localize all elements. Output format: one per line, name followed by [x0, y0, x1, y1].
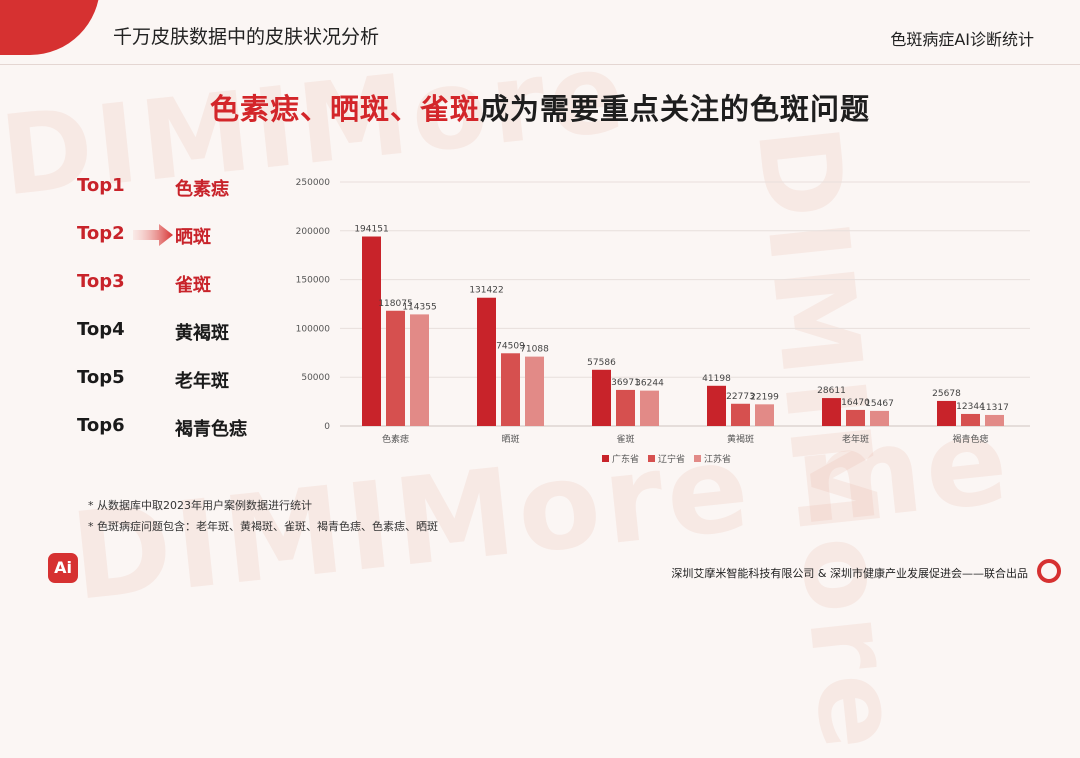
- note-2: * 色斑病症问题包含：老年斑、黄褐斑、雀斑、褐青色痣、色素痣、晒斑: [88, 520, 438, 533]
- x-tick-label: 雀斑: [616, 433, 634, 445]
- x-tick-label: 晒斑: [501, 433, 519, 445]
- rank-label-2: Top2: [77, 223, 125, 244]
- rank-label-1: Top1: [77, 175, 125, 196]
- bar: [937, 400, 956, 426]
- data-label: 57586: [587, 358, 616, 368]
- y-tick-label: 250000: [296, 178, 331, 188]
- bar: [707, 385, 726, 426]
- data-label: 25678: [932, 389, 961, 399]
- y-tick-label: 150000: [296, 276, 331, 286]
- legend-label: 江苏省: [704, 453, 731, 465]
- headline-highlight: 色素痣、晒斑、雀斑: [209, 92, 480, 126]
- bar: [985, 414, 1004, 426]
- rank-name-6: 褐青色痣: [175, 419, 247, 440]
- rank-label-5: Top5: [77, 367, 125, 388]
- legend-label: 广东省: [612, 453, 639, 465]
- data-label: 36971: [611, 378, 640, 388]
- bar: [386, 310, 405, 426]
- data-label: 28611: [817, 386, 846, 396]
- rank-label-3: Top3: [77, 271, 125, 292]
- x-tick-label: 老年斑: [842, 433, 869, 445]
- bar: [846, 409, 865, 426]
- data-label: 71088: [520, 345, 549, 355]
- arrow-right-icon: [133, 224, 173, 246]
- headline-rest: 成为需要重点关注的色斑问题: [480, 92, 871, 126]
- rank-name-4: 黄褐斑: [175, 323, 229, 344]
- bar: [822, 398, 841, 426]
- bar: [477, 297, 496, 426]
- bar: [362, 236, 381, 426]
- data-label: 16470: [841, 398, 870, 408]
- data-label: 74509: [496, 341, 525, 351]
- bar: [640, 390, 659, 426]
- data-label: 22773: [726, 392, 755, 402]
- corner-decoration: [0, 0, 100, 55]
- data-label: 22199: [750, 392, 779, 402]
- header-divider: [0, 64, 1080, 65]
- bar: [961, 413, 980, 426]
- data-label: 36244: [635, 379, 664, 389]
- y-tick-label: 200000: [296, 227, 331, 237]
- y-tick-label: 50000: [301, 373, 330, 383]
- bar: [731, 403, 750, 426]
- note-1: * 从数据库中取2023年用户案例数据进行统计: [88, 499, 312, 512]
- x-tick-label: 褐青色痣: [952, 433, 988, 445]
- data-label: 15467: [865, 399, 894, 409]
- data-label: 41198: [702, 374, 731, 384]
- ring-icon: [1037, 559, 1061, 583]
- bar-chart: 0 50000 100000 150000 200000 250000 194151 1180…: [296, 178, 1030, 465]
- bar: [616, 389, 635, 426]
- rank-name-3: 雀斑: [175, 275, 211, 296]
- legend-swatch: [602, 455, 609, 462]
- bar: [592, 369, 611, 426]
- bar: [525, 356, 544, 426]
- rank-name-1: 色素痣: [175, 179, 229, 200]
- y-tick-label: 0: [324, 422, 330, 432]
- notes: * 从数据库中取2023年用户案例数据进行统计 * 色斑病症问题包含：老年斑、黄…: [88, 495, 438, 537]
- data-label: 114355: [402, 302, 436, 312]
- rank-name-5: 老年斑: [175, 371, 229, 392]
- page-header-title: 千万皮肤数据中的皮肤状况分析: [113, 26, 380, 48]
- x-tick-label: 黄褐斑: [727, 433, 754, 445]
- rank-label-6: Top6: [77, 415, 125, 436]
- bar: [870, 410, 889, 426]
- legend-swatch: [648, 455, 655, 462]
- rank-label-4: Top4: [77, 319, 125, 340]
- bar: [410, 314, 429, 426]
- y-tick-label: 100000: [296, 324, 331, 334]
- data-label: 131422: [469, 286, 503, 296]
- data-label: 12344: [956, 402, 985, 412]
- data-label: 11317: [980, 403, 1009, 413]
- footer-credit: 深圳艾摩米智能科技有限公司 & 深圳市健康产业发展促进会——联合出品: [671, 567, 1028, 580]
- rank-name-2: 晒斑: [175, 227, 211, 248]
- bar: [501, 353, 520, 426]
- legend-label: 辽宁省: [658, 453, 685, 465]
- bar: [755, 404, 774, 426]
- page-header-label: 色斑病症AI诊断统计: [890, 30, 1034, 49]
- legend-swatch: [694, 455, 701, 462]
- x-tick-label: 色素痣: [382, 433, 409, 445]
- headline: 色素痣、晒斑、雀斑成为需要重点关注的色斑问题: [0, 86, 1080, 128]
- data-label: 118075: [378, 299, 412, 309]
- data-label: 194151: [354, 225, 388, 235]
- company-logo: Ai: [48, 553, 78, 583]
